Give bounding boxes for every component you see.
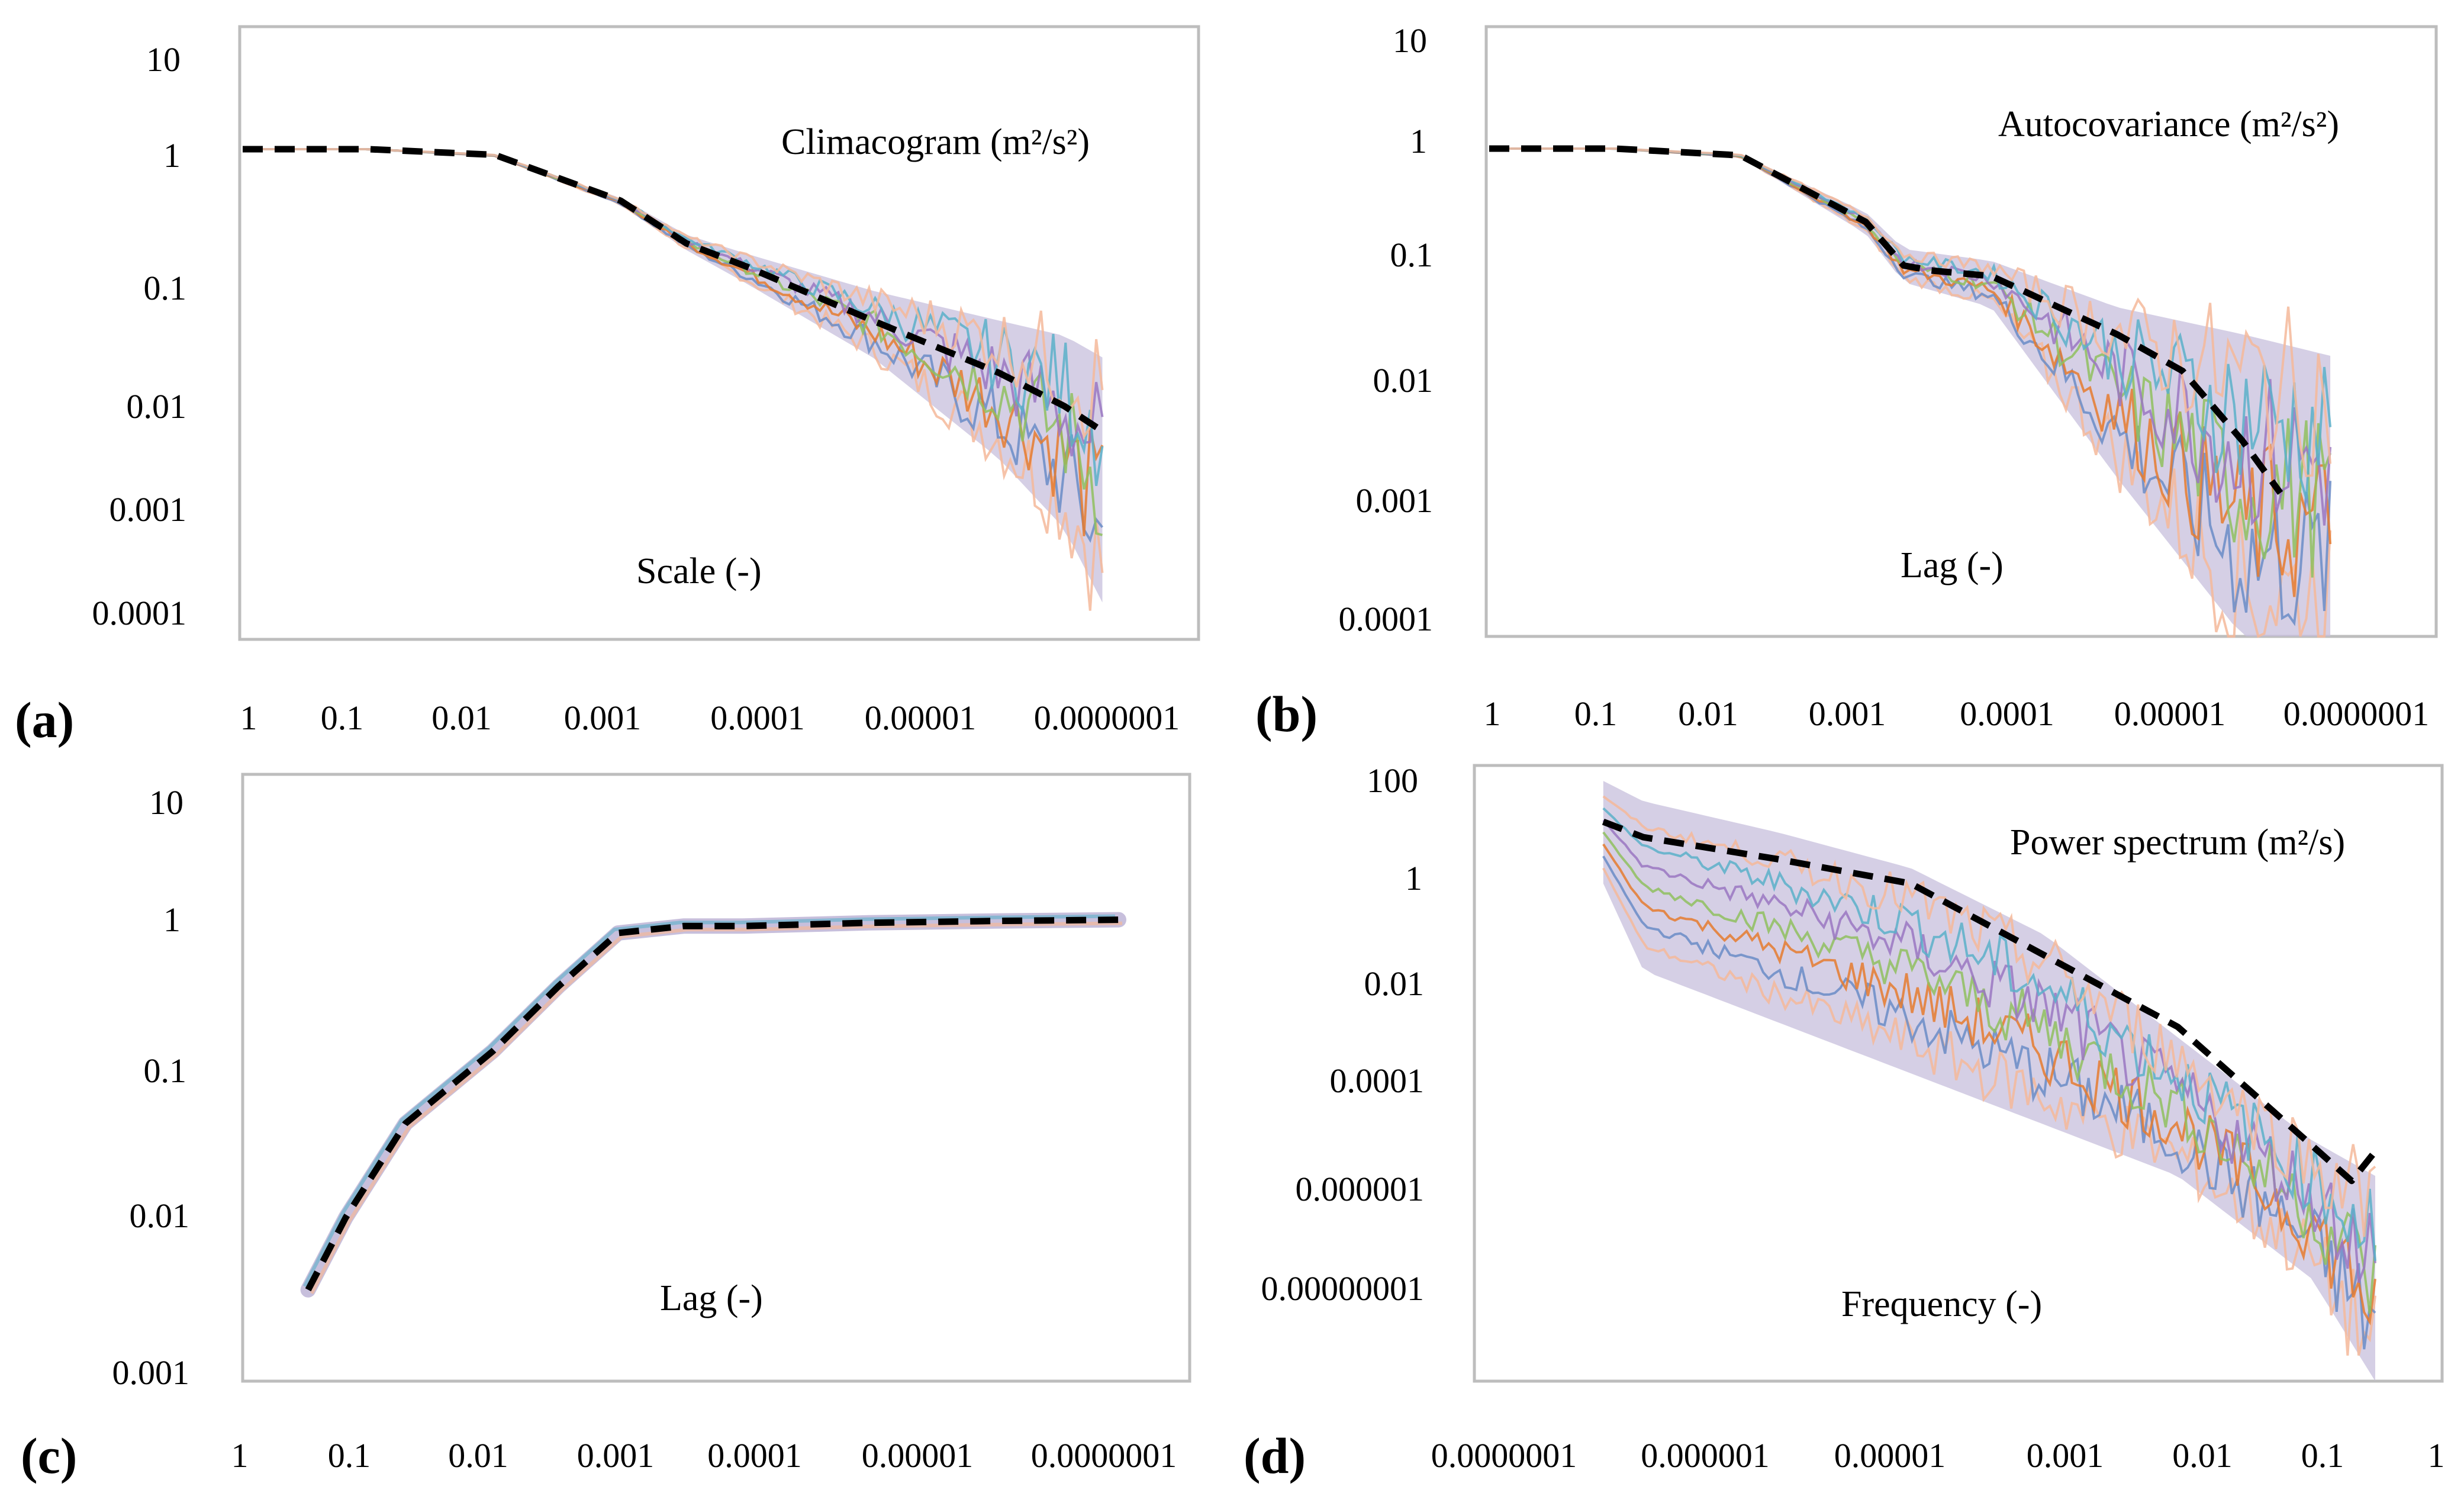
x-tick-a-0: 1 — [240, 699, 257, 737]
y-tick-a-4: 0.001 — [109, 490, 187, 529]
plot-area-c — [241, 773, 1191, 1383]
x-tick-c-0: 1 — [231, 1436, 249, 1475]
panel-b: Autocovariance (m²/s²) Lag (-) (b) 10 1 … — [1232, 0, 2464, 748]
x-tick-c-3: 0.001 — [577, 1436, 655, 1475]
x-axis-label-c: Lag (-) — [660, 1278, 763, 1318]
power-spectrum-chart: Power spectrum (m²/s) Frequency (-) (d) … — [1244, 761, 2445, 1484]
y-tick-d-5: 0.00000001 — [1261, 1269, 1425, 1308]
x-tick-b-0: 1 — [1484, 694, 1501, 733]
x-tick-c-2: 0.01 — [448, 1436, 508, 1475]
x-tick-c-1: 0.1 — [328, 1436, 371, 1475]
x-axis-label-a: Scale (-) — [636, 551, 762, 591]
x-tick-a-6: 0.0000001 — [1034, 699, 1180, 737]
y-tick-a-2: 0.1 — [144, 269, 187, 307]
chart-title-b: Autocovariance (m²/s²) — [1998, 104, 2339, 144]
y-tick-c-3: 0.01 — [130, 1196, 190, 1235]
panel-label-b: (b) — [1255, 686, 1318, 742]
y-tick-c-4: 0.001 — [112, 1353, 190, 1392]
panel-c-chart: Lag (-) (c) 10 1 0.1 0.01 0.001 1 0.1 0.… — [21, 773, 1191, 1484]
y-tick-d-2: 0.01 — [1364, 964, 1425, 1003]
y-tick-b-0: 10 — [1393, 21, 1427, 60]
y-tick-b-5: 0.0001 — [1339, 600, 1434, 638]
y-tick-d-0: 100 — [1367, 761, 1418, 800]
y-tick-a-3: 0.01 — [127, 387, 187, 426]
realization-line-d-5 — [1602, 807, 2376, 1262]
realization-line-c-0 — [302, 914, 1116, 1288]
x-tick-b-3: 0.001 — [1809, 694, 1886, 733]
x-tick-d-5: 0.1 — [2301, 1436, 2344, 1475]
y-tick-b-1: 1 — [1410, 122, 1427, 160]
x-tick-d-3: 0.001 — [2027, 1436, 2104, 1475]
x-axis-label-b: Lag (-) — [1901, 545, 2004, 585]
x-tick-c-4: 0.0001 — [707, 1436, 802, 1475]
mean-line-b — [1489, 145, 2283, 495]
x-tick-d-0: 0.0000001 — [1431, 1436, 1577, 1475]
panel-label-a: (a) — [15, 691, 74, 748]
x-tick-b-1: 0.1 — [1574, 694, 1618, 733]
climacogram-chart: Climacogram (m²/s²) Scale (-) (a) 10 1 0… — [15, 25, 1200, 748]
y-tick-b-4: 0.001 — [1356, 481, 1434, 520]
x-tick-d-1: 0.000001 — [1641, 1436, 1770, 1475]
x-tick-a-2: 0.01 — [431, 699, 492, 737]
realization-line-d-1 — [1602, 855, 2376, 1350]
x-tick-a-3: 0.001 — [564, 699, 642, 737]
panel-label-d: (d) — [1244, 1427, 1306, 1484]
x-tick-c-6: 0.0000001 — [1031, 1436, 1177, 1475]
y-tick-d-4: 0.000001 — [1296, 1170, 1425, 1208]
plot-area-a — [238, 25, 1200, 641]
x-tick-d-4: 0.01 — [2172, 1436, 2233, 1475]
y-tick-d-3: 0.0001 — [1330, 1061, 1425, 1100]
panel-a: Climacogram (m²/s²) Scale (-) (a) 10 1 0… — [0, 0, 1232, 748]
x-tick-a-4: 0.0001 — [710, 699, 805, 737]
y-tick-c-0: 10 — [149, 783, 183, 822]
panel-d: Power spectrum (m²/s) Frequency (-) (d) … — [1232, 748, 2464, 1496]
y-tick-c-1: 1 — [163, 900, 181, 939]
panel-label-c: (c) — [21, 1427, 77, 1484]
y-tick-a-5: 0.0001 — [92, 594, 187, 632]
mean-line-c — [305, 916, 1119, 1292]
autocovariance-chart: Autocovariance (m²/s²) Lag (-) (b) 10 1 … — [1255, 21, 2438, 742]
x-tick-a-1: 0.1 — [321, 699, 364, 737]
mean-line-a — [243, 146, 1104, 434]
x-axis-label-d: Frequency (-) — [1841, 1284, 2042, 1324]
x-tick-b-4: 0.0001 — [1960, 694, 2054, 733]
x-tick-b-5: 0.00001 — [2114, 694, 2226, 733]
x-tick-d-6: 1 — [2428, 1436, 2445, 1475]
y-tick-c-2: 0.1 — [144, 1051, 187, 1090]
realization-line-d-6 — [1602, 795, 2376, 1237]
ensemble-band-a — [243, 149, 1103, 603]
y-tick-a-0: 10 — [146, 40, 181, 79]
y-tick-d-1: 1 — [1405, 859, 1422, 897]
x-tick-a-5: 0.00001 — [865, 699, 977, 737]
y-tick-b-2: 0.1 — [1390, 236, 1434, 274]
x-tick-b-2: 0.01 — [1678, 694, 1738, 733]
realization-line-d-3 — [1602, 831, 2376, 1314]
realization-line-c-1 — [310, 921, 1123, 1295]
chart-title-a: Climacogram (m²/s²) — [781, 122, 1090, 162]
x-tick-c-5: 0.00001 — [862, 1436, 974, 1475]
chart-title-d: Power spectrum (m²/s) — [2010, 822, 2345, 863]
mean-line-d — [1602, 818, 2378, 1185]
x-tick-d-2: 0.00001 — [1834, 1436, 1946, 1475]
y-tick-a-1: 1 — [163, 136, 181, 175]
panel-c: Lag (-) (c) 10 1 0.1 0.01 0.001 1 0.1 0.… — [0, 748, 1232, 1496]
y-tick-b-3: 0.01 — [1373, 361, 1434, 400]
x-tick-b-6: 0.0000001 — [2283, 694, 2430, 733]
